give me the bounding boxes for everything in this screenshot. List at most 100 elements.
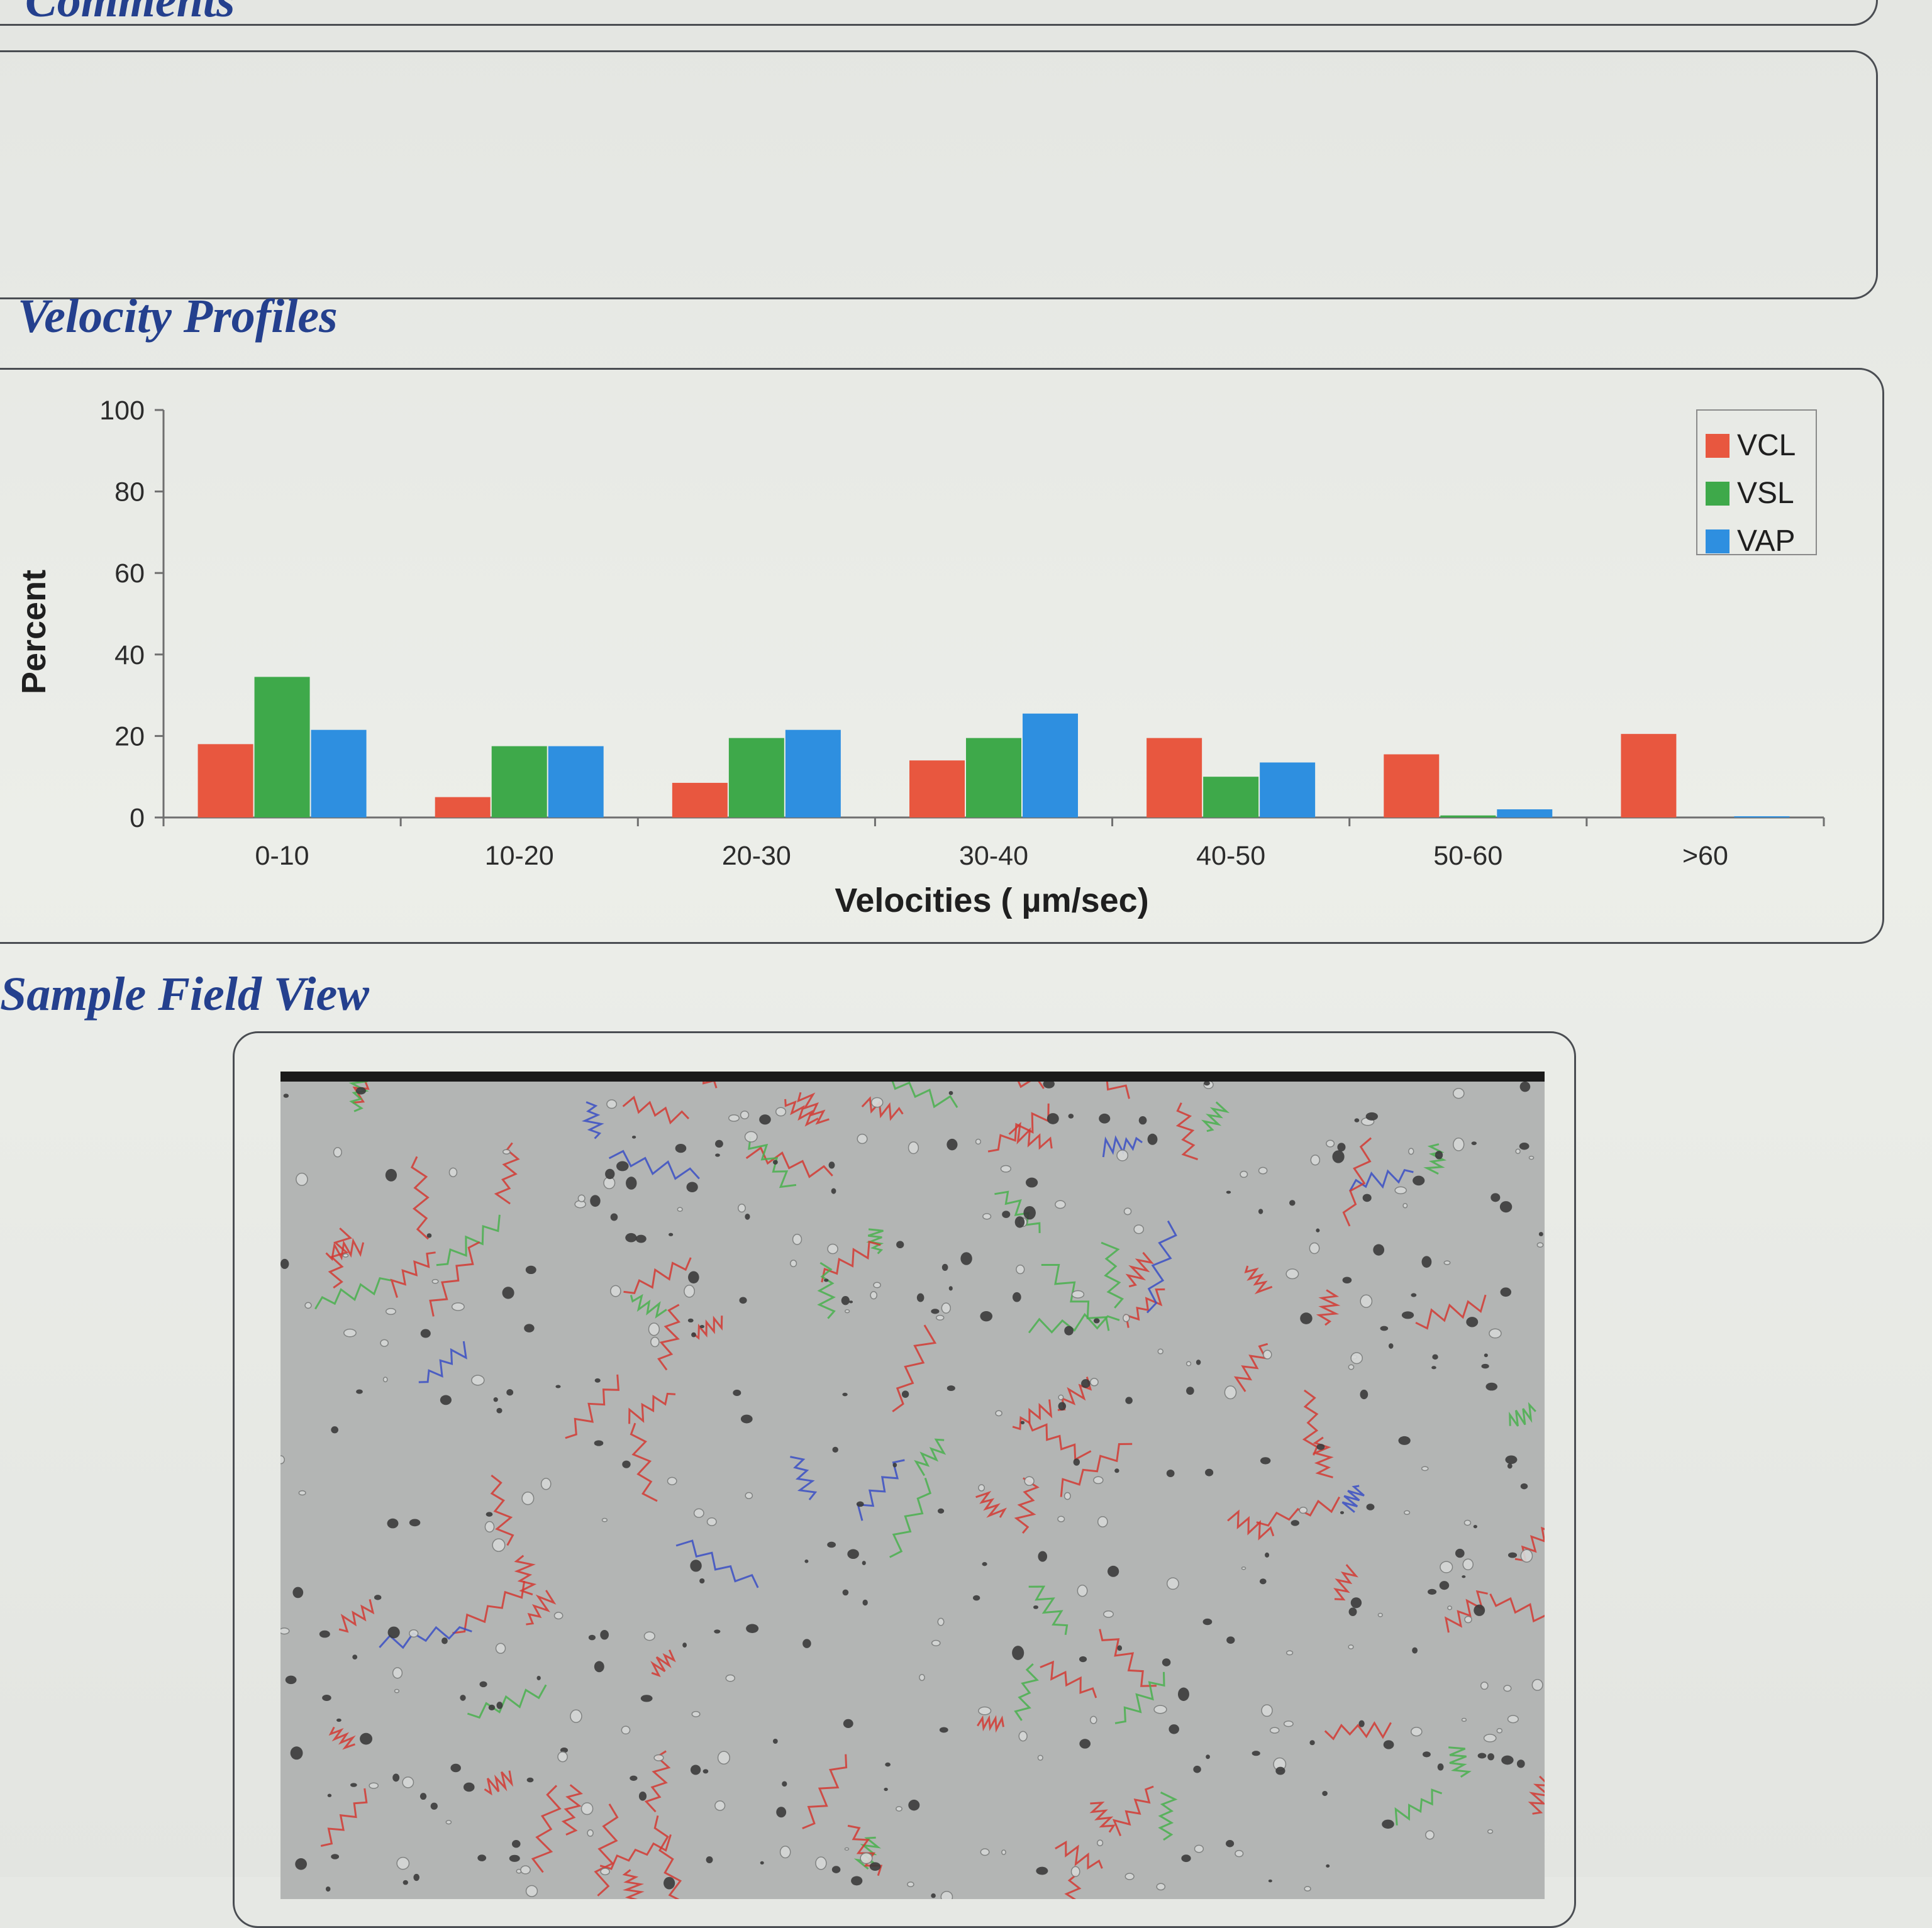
sperm-track <box>1302 1389 1319 1456</box>
cell-particle <box>687 1318 694 1323</box>
cell-particle <box>431 1278 439 1284</box>
cell-particle <box>292 1587 304 1598</box>
cell-particle <box>1350 1352 1363 1365</box>
cell-particle <box>792 1233 802 1245</box>
cell-particle <box>382 1377 388 1383</box>
sperm-track <box>348 1082 369 1112</box>
cell-particle <box>419 1793 427 1800</box>
bar-vsl <box>966 738 1021 817</box>
cell-particle <box>1096 1839 1104 1847</box>
cell-particle <box>594 1661 604 1673</box>
sperm-track <box>1012 1399 1053 1431</box>
cell-particle <box>1489 1328 1502 1339</box>
cell-particle <box>941 1302 952 1314</box>
sperm-track <box>608 1150 700 1180</box>
bar-vcl <box>197 744 253 817</box>
cell-particle <box>1285 1268 1299 1280</box>
cell-particle <box>1202 1618 1213 1626</box>
cell-particle <box>1099 1113 1111 1124</box>
cell-particle <box>1097 1515 1108 1527</box>
cell-particle <box>1481 1363 1489 1369</box>
cell-particle <box>553 1612 564 1620</box>
cell-particle <box>1404 1510 1411 1515</box>
sperm-track <box>630 1294 667 1319</box>
sperm-track <box>1349 1168 1414 1192</box>
cell-particle <box>420 1329 431 1338</box>
sperm-track <box>889 1477 932 1558</box>
cell-particle <box>524 1324 535 1332</box>
cell-particle <box>691 1710 701 1717</box>
cell-particle <box>450 1763 461 1773</box>
cell-particle <box>525 1885 538 1897</box>
cell-particle <box>1116 1150 1129 1161</box>
sperm-track <box>1060 1443 1133 1497</box>
cell-particle <box>699 1324 705 1329</box>
cell-particle <box>842 1392 848 1397</box>
cell-particle <box>725 1674 736 1682</box>
cell-particle <box>884 1787 888 1792</box>
cell-particle <box>1204 1082 1210 1086</box>
cell-particle <box>1358 1720 1365 1727</box>
cell-particle <box>1471 1141 1477 1145</box>
bar-vcl <box>1146 738 1202 817</box>
cell-particle <box>941 1263 948 1271</box>
cell-particle <box>907 1881 914 1888</box>
cell-particle <box>686 1182 698 1193</box>
cell-particle <box>1316 1228 1320 1233</box>
cell-particle <box>594 1378 601 1383</box>
cell-particle <box>1443 1260 1451 1265</box>
cell-particle <box>1138 1116 1147 1125</box>
cell-particle <box>739 1297 747 1304</box>
sperm-track <box>790 1456 818 1500</box>
sperm-track <box>630 1422 658 1502</box>
cell-particle <box>1462 1575 1466 1578</box>
cell-particle <box>733 1389 741 1397</box>
cell-particle <box>980 1310 993 1322</box>
microscope-field-image <box>280 1072 1545 1899</box>
cell-particle <box>1348 1607 1357 1616</box>
cell-particle <box>506 1389 514 1396</box>
sperm-track <box>802 1754 848 1829</box>
cell-particle <box>714 1800 726 1811</box>
cell-particle <box>280 1455 286 1465</box>
cell-particle <box>1226 1190 1231 1194</box>
cell-particle <box>1440 1561 1453 1573</box>
cell-particle <box>394 1688 400 1693</box>
cell-particle <box>1275 1766 1285 1775</box>
cell-particle <box>1235 1849 1244 1858</box>
sperm-track <box>325 1238 365 1261</box>
sperm-track <box>657 1304 680 1371</box>
chart-legend: VCL VSL VAP <box>1696 409 1817 558</box>
cell-particle <box>333 1147 342 1158</box>
x-tick-label: 0-10 <box>255 841 309 871</box>
cell-particle <box>1023 1205 1036 1220</box>
cell-particle <box>1185 1361 1192 1366</box>
cell-particle <box>441 1637 448 1644</box>
cell-particle <box>869 1862 881 1871</box>
cell-particle <box>493 1397 498 1402</box>
sperm-track <box>675 1539 759 1588</box>
cell-particle <box>1156 1883 1166 1891</box>
cell-particle <box>982 1213 992 1220</box>
sample-field-view-heading: Sample Field View <box>0 968 369 1021</box>
cell-particle <box>1063 1492 1071 1500</box>
cell-particle <box>1089 1378 1099 1387</box>
cell-particle <box>1394 1186 1407 1195</box>
cell-particle <box>285 1675 297 1685</box>
cell-particle <box>1439 1581 1450 1590</box>
cell-particle <box>653 1754 664 1761</box>
cell-particle <box>1474 1604 1485 1616</box>
cell-particle <box>385 1168 397 1182</box>
cell-particle <box>669 1233 674 1236</box>
cell-particle <box>622 1460 631 1468</box>
sperm-track <box>410 1156 430 1240</box>
cell-particle <box>1309 1242 1320 1255</box>
cell-particle <box>759 1114 771 1125</box>
cell-particle <box>1014 1216 1025 1228</box>
cell-particle <box>1033 1605 1039 1609</box>
cell-particle <box>630 1775 638 1781</box>
cell-particle <box>495 1643 506 1654</box>
cell-particle <box>426 1233 432 1238</box>
cell-particle <box>283 1094 289 1098</box>
cell-particle <box>844 1309 850 1314</box>
